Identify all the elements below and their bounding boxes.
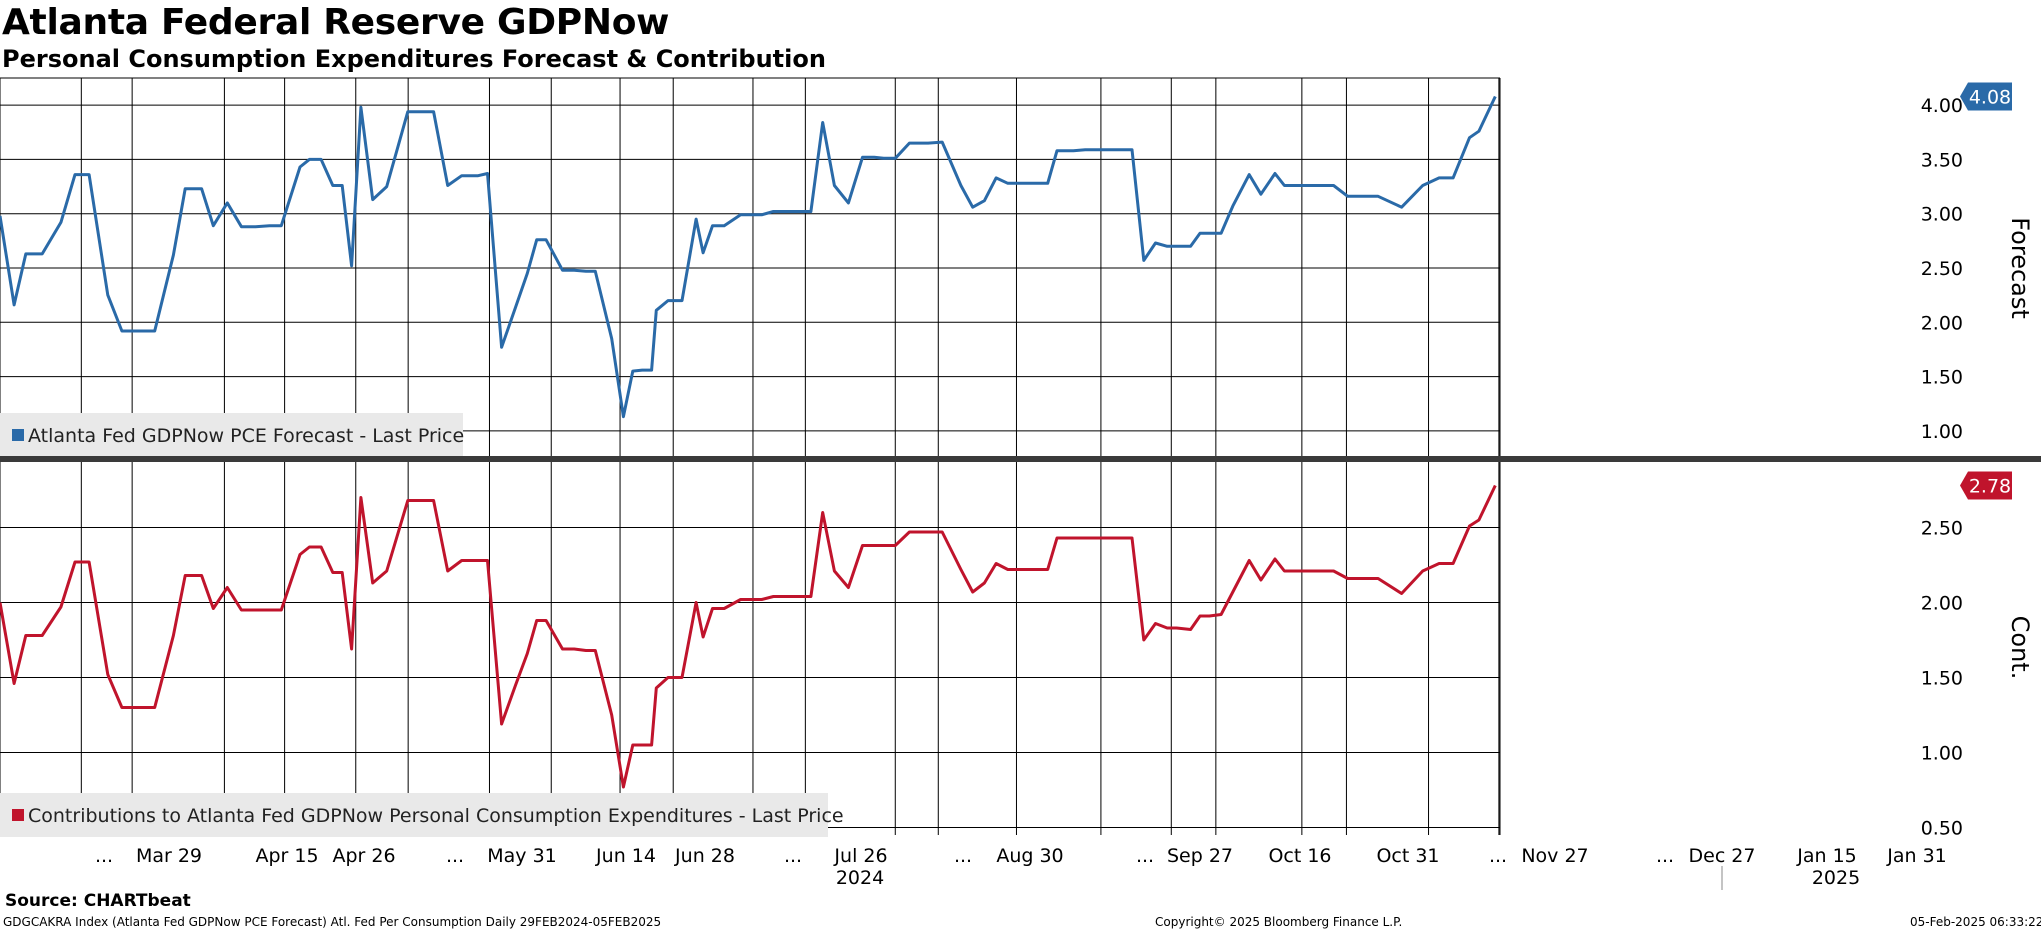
x-tick-label: ... (1656, 845, 1674, 867)
x-tick-label: ... (95, 845, 113, 867)
y-tick-label: 2.50 (1921, 258, 1963, 280)
y-tick-label: 3.50 (1921, 149, 1963, 171)
x-tick-label: Apr 15 (255, 845, 318, 867)
value-tag-shape (1960, 471, 2012, 500)
y-tick-label: 1.00 (1921, 743, 1963, 765)
legend-swatch (12, 809, 24, 821)
x-year-label: 2025 (1812, 867, 1860, 889)
legend-box (0, 793, 828, 837)
x-tick-label: ... (446, 845, 464, 867)
y-tick-label: 1.50 (1921, 367, 1963, 389)
x-tick-label: Mar 29 (136, 845, 202, 867)
y-tick-label: 2.00 (1921, 312, 1963, 334)
copyright: Copyright© 2025 Bloomberg Finance L.P. (1155, 915, 1403, 929)
panel-divider (0, 456, 2041, 462)
forecast-last-value-tag: 4.08 (1960, 82, 2012, 111)
x-tick-label: ... (1489, 845, 1507, 867)
x-year-label: 2024 (836, 867, 884, 889)
y-tick-label: 4.00 (1921, 95, 1963, 117)
x-tick-label: Jun 28 (674, 845, 735, 867)
contribution-legend: Contributions to Atlanta Fed GDPNow Pers… (0, 793, 844, 837)
x-tick-label: Jan 31 (1886, 845, 1947, 867)
y-tick-label: 0.50 (1921, 818, 1963, 840)
index-info: GDGCAKRA Index (Atlanta Fed GDPNow PCE F… (3, 915, 662, 929)
contribution-last-value-tag: 2.78 (1960, 471, 2012, 500)
forecast-line (0, 95, 1497, 419)
legend-box (0, 413, 463, 457)
x-tick-label: Nov 27 (1521, 845, 1588, 867)
x-tick-label: Sep 27 (1167, 845, 1233, 867)
value-tag-text: 4.08 (1969, 86, 2011, 108)
contribution-axis-label: Cont. (2006, 616, 2034, 680)
legend-label: Atlanta Fed GDPNow PCE Forecast - Last P… (28, 425, 464, 447)
y-tick-label: 3.00 (1921, 204, 1963, 226)
y-tick-label: 2.50 (1921, 518, 1963, 540)
x-tick-label: Apr 26 (332, 845, 395, 867)
y-tick-label: 1.00 (1921, 421, 1963, 443)
x-tick-label: Oct 31 (1376, 845, 1439, 867)
x-tick-label: ... (954, 845, 972, 867)
y-tick-label: 1.50 (1921, 668, 1963, 690)
x-tick-label: Aug 30 (996, 845, 1063, 867)
legend-label: Contributions to Atlanta Fed GDPNow Pers… (28, 805, 844, 827)
legend-swatch (12, 429, 24, 441)
forecast-axis-label: Forecast (2006, 217, 2034, 319)
x-tick-label: Dec 27 (1689, 845, 1756, 867)
forecast-legend: Atlanta Fed GDPNow PCE Forecast - Last P… (0, 413, 464, 457)
source-label: Source: CHARTbeat (5, 891, 191, 911)
chart-subtitle: Personal Consumption Expenditures Foreca… (2, 45, 826, 73)
x-tick-label: Jun 14 (595, 845, 656, 867)
x-tick-label: May 31 (487, 845, 557, 867)
x-tick-label: Jul 26 (833, 845, 887, 867)
value-tag-text: 2.78 (1969, 476, 2011, 498)
chart-title: Atlanta Federal Reserve GDPNow (2, 2, 670, 43)
x-tick-label: ... (1136, 845, 1154, 867)
value-tag-shape (1960, 82, 2012, 111)
x-tick-label: ... (784, 845, 802, 867)
timestamp: 05-Feb-2025 06:33:22 (1910, 915, 2041, 929)
contribution-line (0, 484, 1497, 789)
y-tick-label: 2.00 (1921, 593, 1963, 615)
x-tick-label: Oct 16 (1268, 845, 1331, 867)
x-tick-label: Jan 15 (1796, 845, 1857, 867)
